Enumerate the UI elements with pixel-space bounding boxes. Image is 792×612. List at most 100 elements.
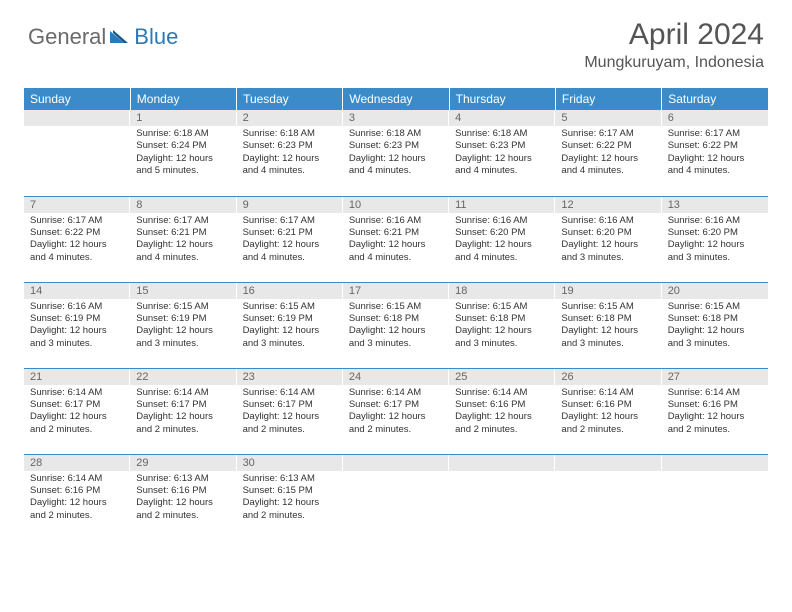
logo-text-blue: Blue — [134, 24, 178, 50]
day-number: 16 — [237, 283, 343, 299]
day-number: 10 — [343, 197, 449, 213]
day-number: 12 — [555, 197, 661, 213]
day-info: Sunrise: 6:14 AMSunset: 6:17 PMDaylight:… — [24, 385, 130, 440]
calendar-day-cell: 28Sunrise: 6:14 AMSunset: 6:16 PMDayligh… — [24, 454, 130, 540]
day-info: Sunrise: 6:18 AMSunset: 6:24 PMDaylight:… — [130, 126, 236, 181]
day-info: Sunrise: 6:13 AMSunset: 6:15 PMDaylight:… — [237, 471, 343, 526]
day-info: Sunrise: 6:16 AMSunset: 6:20 PMDaylight:… — [449, 213, 555, 268]
logo: General Blue — [28, 24, 178, 50]
calendar-header-row: SundayMondayTuesdayWednesdayThursdayFrid… — [24, 88, 768, 110]
calendar-day-cell: 26Sunrise: 6:14 AMSunset: 6:16 PMDayligh… — [555, 368, 661, 454]
calendar-week-row: 1Sunrise: 6:18 AMSunset: 6:24 PMDaylight… — [24, 110, 768, 196]
calendar-day-cell: 4Sunrise: 6:18 AMSunset: 6:23 PMDaylight… — [449, 110, 555, 196]
calendar-week-row: 28Sunrise: 6:14 AMSunset: 6:16 PMDayligh… — [24, 454, 768, 540]
day-info: Sunrise: 6:14 AMSunset: 6:17 PMDaylight:… — [237, 385, 343, 440]
day-info: Sunrise: 6:14 AMSunset: 6:16 PMDaylight:… — [449, 385, 555, 440]
day-info: Sunrise: 6:16 AMSunset: 6:19 PMDaylight:… — [24, 299, 130, 354]
day-info: Sunrise: 6:17 AMSunset: 6:22 PMDaylight:… — [662, 126, 768, 181]
calendar-day-cell: 25Sunrise: 6:14 AMSunset: 6:16 PMDayligh… — [449, 368, 555, 454]
weekday-header: Wednesday — [343, 88, 449, 110]
calendar-day-cell: 10Sunrise: 6:16 AMSunset: 6:21 PMDayligh… — [343, 196, 449, 282]
weekday-header: Saturday — [662, 88, 768, 110]
day-number: 27 — [662, 369, 768, 385]
day-number: 19 — [555, 283, 661, 299]
day-info: Sunrise: 6:17 AMSunset: 6:22 PMDaylight:… — [24, 213, 130, 268]
day-number: 15 — [130, 283, 236, 299]
calendar-day-cell — [449, 454, 555, 540]
day-info: Sunrise: 6:18 AMSunset: 6:23 PMDaylight:… — [237, 126, 343, 181]
calendar-day-cell: 18Sunrise: 6:15 AMSunset: 6:18 PMDayligh… — [449, 282, 555, 368]
day-number: 21 — [24, 369, 130, 385]
day-info: Sunrise: 6:17 AMSunset: 6:22 PMDaylight:… — [555, 126, 661, 181]
day-number: 28 — [24, 455, 130, 471]
day-info: Sunrise: 6:15 AMSunset: 6:18 PMDaylight:… — [343, 299, 449, 354]
location-label: Mungkuruyam, Indonesia — [584, 54, 764, 72]
day-number: 14 — [24, 283, 130, 299]
day-number: 24 — [343, 369, 449, 385]
calendar-day-cell: 3Sunrise: 6:18 AMSunset: 6:23 PMDaylight… — [343, 110, 449, 196]
day-number — [24, 110, 130, 126]
day-number: 17 — [343, 283, 449, 299]
weekday-header: Monday — [130, 88, 236, 110]
day-number: 8 — [130, 197, 236, 213]
calendar-day-cell: 7Sunrise: 6:17 AMSunset: 6:22 PMDaylight… — [24, 196, 130, 282]
day-info: Sunrise: 6:15 AMSunset: 6:19 PMDaylight:… — [237, 299, 343, 354]
day-number: 3 — [343, 110, 449, 126]
logo-triangle-icon — [110, 27, 130, 48]
day-number: 7 — [24, 197, 130, 213]
day-info: Sunrise: 6:14 AMSunset: 6:17 PMDaylight:… — [130, 385, 236, 440]
calendar-day-cell: 27Sunrise: 6:14 AMSunset: 6:16 PMDayligh… — [662, 368, 768, 454]
calendar-day-cell: 15Sunrise: 6:15 AMSunset: 6:19 PMDayligh… — [130, 282, 236, 368]
calendar-week-row: 14Sunrise: 6:16 AMSunset: 6:19 PMDayligh… — [24, 282, 768, 368]
day-number: 13 — [662, 197, 768, 213]
day-number — [662, 455, 768, 471]
weekday-header: Sunday — [24, 88, 130, 110]
calendar-day-cell: 29Sunrise: 6:13 AMSunset: 6:16 PMDayligh… — [130, 454, 236, 540]
day-info: Sunrise: 6:15 AMSunset: 6:18 PMDaylight:… — [662, 299, 768, 354]
calendar-table: SundayMondayTuesdayWednesdayThursdayFrid… — [24, 88, 768, 540]
calendar-day-cell — [555, 454, 661, 540]
weekday-header: Tuesday — [237, 88, 343, 110]
day-info: Sunrise: 6:14 AMSunset: 6:17 PMDaylight:… — [343, 385, 449, 440]
day-info: Sunrise: 6:15 AMSunset: 6:18 PMDaylight:… — [449, 299, 555, 354]
calendar-day-cell: 13Sunrise: 6:16 AMSunset: 6:20 PMDayligh… — [662, 196, 768, 282]
day-number: 9 — [237, 197, 343, 213]
calendar-day-cell — [24, 110, 130, 196]
day-info: Sunrise: 6:15 AMSunset: 6:19 PMDaylight:… — [130, 299, 236, 354]
calendar-day-cell: 8Sunrise: 6:17 AMSunset: 6:21 PMDaylight… — [130, 196, 236, 282]
calendar-day-cell — [662, 454, 768, 540]
day-info: Sunrise: 6:18 AMSunset: 6:23 PMDaylight:… — [449, 126, 555, 181]
day-info: Sunrise: 6:16 AMSunset: 6:21 PMDaylight:… — [343, 213, 449, 268]
calendar-day-cell: 12Sunrise: 6:16 AMSunset: 6:20 PMDayligh… — [555, 196, 661, 282]
calendar-body: 1Sunrise: 6:18 AMSunset: 6:24 PMDaylight… — [24, 110, 768, 540]
calendar-day-cell: 16Sunrise: 6:15 AMSunset: 6:19 PMDayligh… — [237, 282, 343, 368]
calendar-day-cell: 9Sunrise: 6:17 AMSunset: 6:21 PMDaylight… — [237, 196, 343, 282]
calendar-day-cell: 21Sunrise: 6:14 AMSunset: 6:17 PMDayligh… — [24, 368, 130, 454]
day-info: Sunrise: 6:14 AMSunset: 6:16 PMDaylight:… — [555, 385, 661, 440]
day-info: Sunrise: 6:18 AMSunset: 6:23 PMDaylight:… — [343, 126, 449, 181]
calendar-week-row: 7Sunrise: 6:17 AMSunset: 6:22 PMDaylight… — [24, 196, 768, 282]
day-number: 2 — [237, 110, 343, 126]
calendar-day-cell: 23Sunrise: 6:14 AMSunset: 6:17 PMDayligh… — [237, 368, 343, 454]
day-info: Sunrise: 6:16 AMSunset: 6:20 PMDaylight:… — [555, 213, 661, 268]
day-info: Sunrise: 6:17 AMSunset: 6:21 PMDaylight:… — [130, 213, 236, 268]
calendar-day-cell: 5Sunrise: 6:17 AMSunset: 6:22 PMDaylight… — [555, 110, 661, 196]
day-number: 25 — [449, 369, 555, 385]
weekday-header: Thursday — [449, 88, 555, 110]
day-number: 18 — [449, 283, 555, 299]
day-info: Sunrise: 6:14 AMSunset: 6:16 PMDaylight:… — [662, 385, 768, 440]
day-number: 30 — [237, 455, 343, 471]
day-info: Sunrise: 6:15 AMSunset: 6:18 PMDaylight:… — [555, 299, 661, 354]
weekday-header: Friday — [555, 88, 661, 110]
header: General Blue April 2024 Mungkuruyam, Ind… — [0, 0, 792, 80]
day-number — [555, 455, 661, 471]
day-number — [343, 455, 449, 471]
day-info: Sunrise: 6:16 AMSunset: 6:20 PMDaylight:… — [662, 213, 768, 268]
day-number: 22 — [130, 369, 236, 385]
calendar-day-cell: 20Sunrise: 6:15 AMSunset: 6:18 PMDayligh… — [662, 282, 768, 368]
day-number: 29 — [130, 455, 236, 471]
calendar-week-row: 21Sunrise: 6:14 AMSunset: 6:17 PMDayligh… — [24, 368, 768, 454]
logo-text-general: General — [28, 24, 106, 50]
day-number: 4 — [449, 110, 555, 126]
calendar-day-cell: 14Sunrise: 6:16 AMSunset: 6:19 PMDayligh… — [24, 282, 130, 368]
